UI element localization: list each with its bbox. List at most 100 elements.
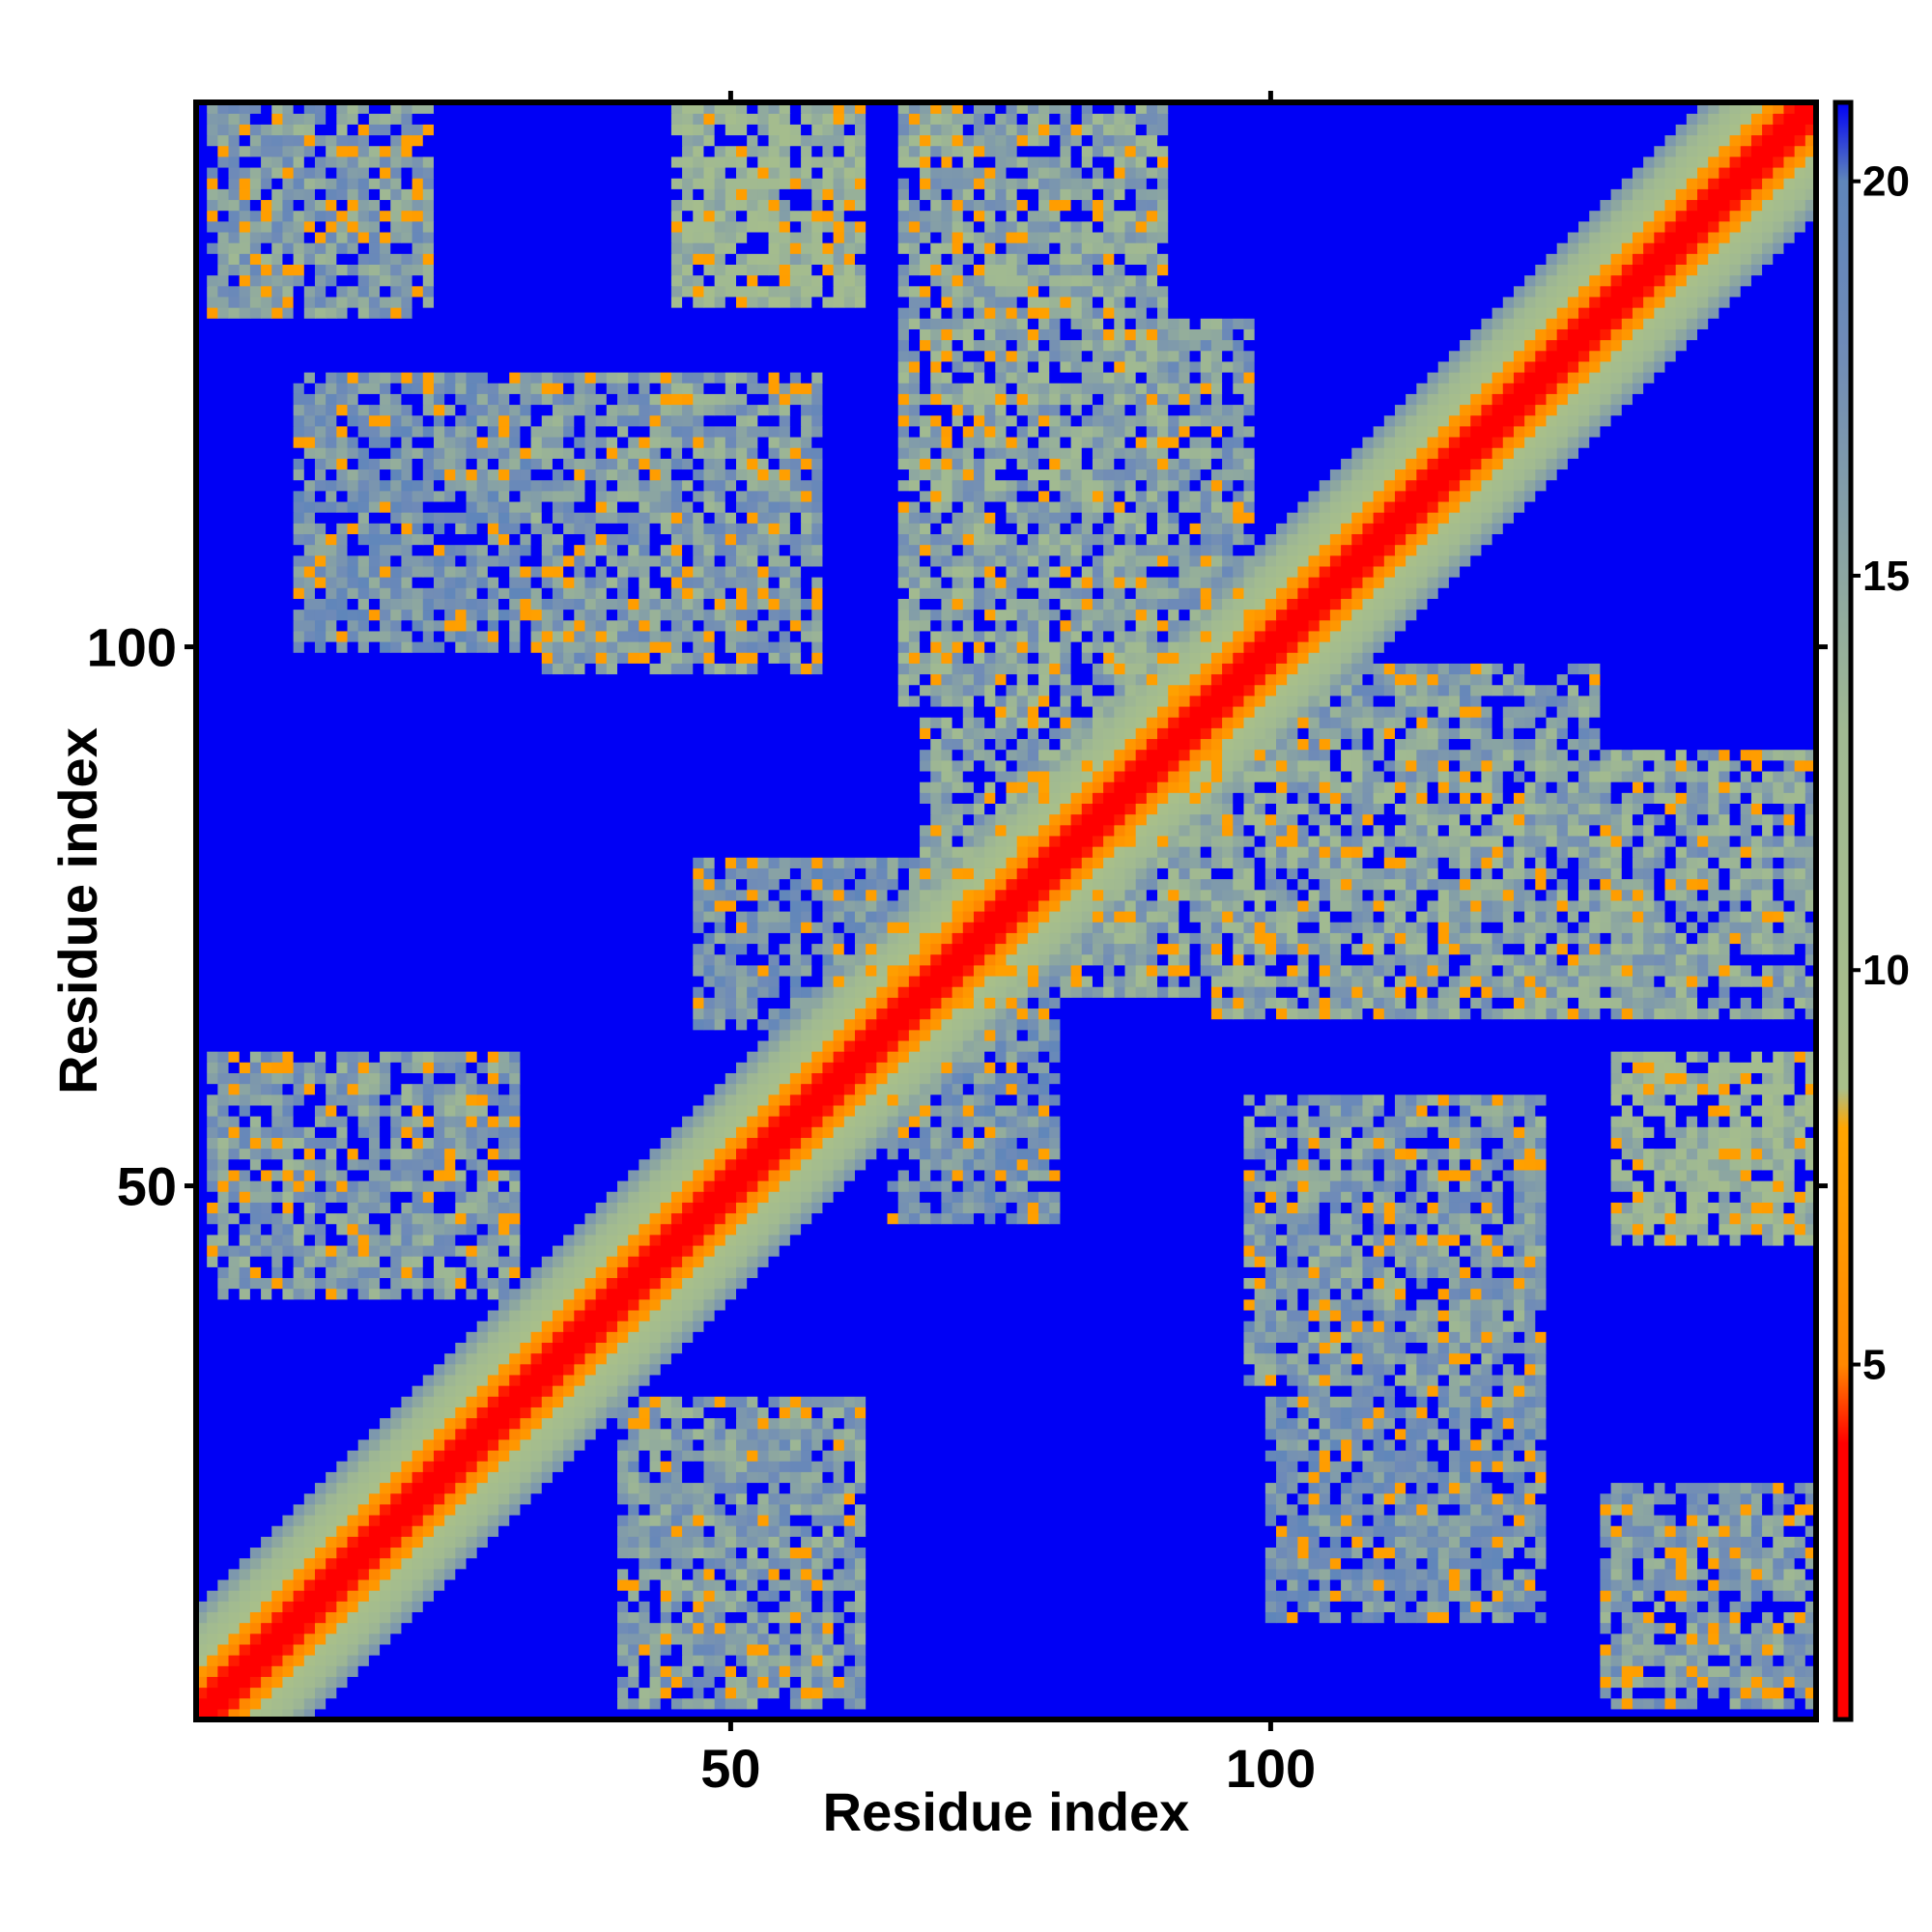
heatmap-cell xyxy=(1416,1406,1429,1419)
heatmap-cell xyxy=(1697,1503,1709,1516)
heatmap-cell xyxy=(1373,1148,1385,1160)
heatmap-cell xyxy=(1373,1514,1385,1526)
heatmap-cell xyxy=(1524,1396,1536,1407)
heatmap-cell xyxy=(801,1018,812,1031)
heatmap-cell xyxy=(693,1557,705,1570)
heatmap-cell xyxy=(239,1104,251,1117)
heatmap-cell xyxy=(1276,1428,1288,1440)
heatmap-cell xyxy=(1794,1234,1806,1246)
heatmap-cell xyxy=(303,1665,316,1677)
heatmap-cell xyxy=(703,1244,716,1257)
heatmap-cell xyxy=(1383,1342,1406,1354)
heatmap-cell xyxy=(1740,1083,1752,1095)
heatmap-cell xyxy=(1394,1525,1406,1537)
heatmap-cell xyxy=(789,1578,802,1591)
heatmap-cell xyxy=(1383,1191,1396,1203)
heatmap-cell xyxy=(1686,1116,1698,1127)
heatmap-cell xyxy=(1783,1697,1796,1710)
heatmap-cell xyxy=(1719,1601,1731,1612)
heatmap-cell xyxy=(1383,1244,1396,1257)
heatmap-cell xyxy=(326,1256,337,1267)
heatmap-cell xyxy=(271,1137,284,1150)
heatmap-cell xyxy=(314,1525,327,1537)
heatmap-cell xyxy=(271,1697,284,1710)
heatmap-cell xyxy=(422,1223,435,1236)
heatmap-cell xyxy=(1783,1104,1796,1117)
heatmap-cell xyxy=(628,1643,639,1656)
heatmap-cell xyxy=(1794,1180,1806,1192)
heatmap-cell xyxy=(336,1051,349,1063)
heatmap-cell xyxy=(1308,1244,1321,1257)
heatmap-cell xyxy=(639,1158,651,1171)
heatmap-cell xyxy=(768,1212,781,1225)
heatmap-cell xyxy=(293,1514,305,1526)
heatmap-cell xyxy=(1794,1137,1806,1150)
heatmap-cell xyxy=(1675,1557,1688,1570)
heatmap-cell xyxy=(1460,1590,1471,1602)
heatmap-cell xyxy=(422,1083,435,1095)
heatmap-cell xyxy=(779,1461,791,1472)
heatmap-cell xyxy=(639,1450,651,1462)
heatmap-cell xyxy=(1297,1288,1310,1300)
heatmap-cell xyxy=(866,1126,877,1138)
heatmap-cell xyxy=(1394,1396,1417,1407)
heatmap-cell xyxy=(1308,1525,1321,1537)
heatmap-cell xyxy=(1470,1126,1483,1138)
heatmap-cell xyxy=(1416,1094,1429,1106)
heatmap-cell xyxy=(1664,1072,1688,1085)
heatmap-cell xyxy=(314,1062,327,1073)
heatmap-cell xyxy=(703,1601,716,1612)
heatmap-cell xyxy=(584,1406,597,1419)
heatmap-cell xyxy=(1264,1180,1277,1192)
heatmap-cell xyxy=(1427,1568,1439,1580)
heatmap-cell xyxy=(228,1697,241,1710)
heatmap-cell xyxy=(1654,1676,1666,1689)
heatmap-cell xyxy=(196,1342,456,1354)
heatmap-cell xyxy=(866,1525,1277,1537)
heatmap-cell xyxy=(433,1525,445,1537)
heatmap-cell xyxy=(1719,1676,1731,1689)
heatmap-cell xyxy=(1804,1643,1817,1656)
heatmap-cell xyxy=(617,1212,629,1225)
heatmap-cell xyxy=(1427,1428,1439,1440)
heatmap-cell xyxy=(1794,1514,1806,1526)
heatmap-cell xyxy=(639,1321,651,1332)
heatmap-cell xyxy=(390,1406,403,1419)
heatmap-cell xyxy=(1643,1158,1655,1171)
heatmap-cell xyxy=(1610,1169,1634,1181)
heatmap-cell xyxy=(1697,1676,1709,1689)
heatmap-cell xyxy=(897,1083,910,1095)
heatmap-cell xyxy=(1038,1072,1050,1085)
heatmap-cell xyxy=(390,1234,403,1246)
heatmap-cell xyxy=(401,1622,618,1634)
heatmap-cell xyxy=(282,1104,295,1117)
heatmap-cell xyxy=(196,1633,208,1645)
heatmap-cell xyxy=(455,1051,468,1063)
heatmap-cell xyxy=(422,1525,435,1537)
heatmap-cell xyxy=(768,1492,781,1505)
heatmap-cell xyxy=(1319,1438,1331,1451)
heatmap-cell xyxy=(1750,1633,1763,1645)
heatmap-cell xyxy=(854,1158,867,1171)
heatmap-cell xyxy=(433,1514,445,1526)
heatmap-cell xyxy=(1427,1525,1439,1537)
heatmap-cell xyxy=(930,1029,943,1041)
heatmap-cell xyxy=(207,1601,218,1612)
heatmap-cell xyxy=(217,1288,230,1300)
heatmap-cell xyxy=(563,1256,575,1267)
heatmap-cell xyxy=(455,1471,468,1484)
heatmap-cell xyxy=(768,1633,781,1645)
heatmap-cell xyxy=(833,1428,845,1440)
heatmap-cell xyxy=(833,1492,845,1505)
heatmap-cell xyxy=(282,1514,295,1526)
heatmap-cell xyxy=(811,1601,824,1612)
heatmap-cell xyxy=(303,1137,316,1150)
heatmap-cell xyxy=(703,1223,716,1236)
heatmap-cell xyxy=(1481,1148,1493,1160)
heatmap-cell xyxy=(660,1223,672,1236)
heatmap-cell xyxy=(682,1309,694,1321)
heatmap-cell xyxy=(207,1072,218,1085)
heatmap-cell xyxy=(433,1202,456,1214)
heatmap-cell xyxy=(952,1072,964,1085)
heatmap-cell xyxy=(1470,1331,1483,1343)
